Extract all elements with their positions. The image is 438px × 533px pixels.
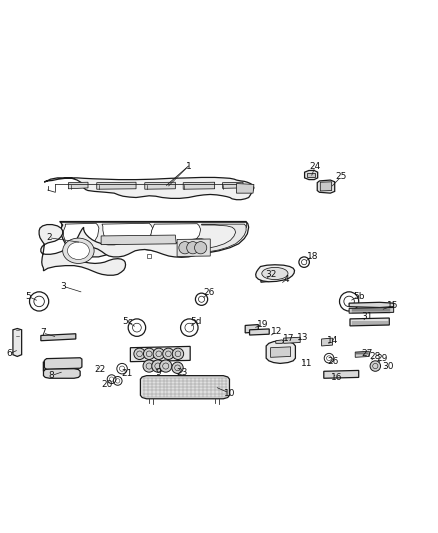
Ellipse shape <box>67 242 89 260</box>
Text: 23: 23 <box>176 368 187 377</box>
Polygon shape <box>145 182 175 189</box>
Polygon shape <box>321 338 332 346</box>
Circle shape <box>187 241 199 254</box>
Text: 29: 29 <box>377 354 388 362</box>
Text: 31: 31 <box>361 312 372 321</box>
Circle shape <box>179 241 191 254</box>
Text: 12: 12 <box>271 327 283 336</box>
Polygon shape <box>64 223 99 249</box>
Text: 25: 25 <box>336 172 347 181</box>
Text: 15: 15 <box>387 301 399 310</box>
Polygon shape <box>324 370 359 378</box>
Polygon shape <box>307 173 315 177</box>
Text: 16: 16 <box>331 373 343 382</box>
Text: 5b: 5b <box>353 292 364 301</box>
Text: 5: 5 <box>25 292 31 301</box>
Circle shape <box>134 348 145 359</box>
Circle shape <box>172 348 184 359</box>
Circle shape <box>159 360 172 372</box>
Ellipse shape <box>63 238 94 263</box>
Text: 17: 17 <box>283 334 295 343</box>
Polygon shape <box>245 325 258 333</box>
Polygon shape <box>13 328 21 357</box>
Circle shape <box>144 348 155 359</box>
Text: 24: 24 <box>309 163 321 172</box>
Text: 4: 4 <box>284 275 290 284</box>
Polygon shape <box>60 222 249 257</box>
Polygon shape <box>151 224 201 248</box>
Text: 28: 28 <box>370 351 381 360</box>
Text: 30: 30 <box>382 361 393 370</box>
Text: 18: 18 <box>307 252 318 261</box>
Polygon shape <box>102 223 152 248</box>
Text: 11: 11 <box>300 359 312 368</box>
Polygon shape <box>355 351 369 357</box>
Text: 27: 27 <box>362 349 373 358</box>
Polygon shape <box>250 329 269 335</box>
Text: 6: 6 <box>7 349 12 358</box>
Text: 10: 10 <box>224 389 235 398</box>
Polygon shape <box>276 340 284 343</box>
Text: 3: 3 <box>60 281 66 290</box>
Polygon shape <box>183 182 215 189</box>
Circle shape <box>152 360 164 372</box>
Text: 2: 2 <box>46 233 52 242</box>
Polygon shape <box>223 182 243 188</box>
Polygon shape <box>39 224 209 275</box>
Polygon shape <box>201 224 246 253</box>
Polygon shape <box>41 334 76 341</box>
Text: 1: 1 <box>186 161 191 171</box>
Text: 14: 14 <box>327 336 338 345</box>
Text: 26: 26 <box>204 288 215 297</box>
Polygon shape <box>131 346 190 362</box>
Text: 8: 8 <box>49 371 54 380</box>
Polygon shape <box>141 376 230 399</box>
Polygon shape <box>68 182 88 189</box>
Polygon shape <box>271 347 290 357</box>
Text: 22: 22 <box>95 366 106 375</box>
Polygon shape <box>44 358 82 369</box>
Polygon shape <box>261 275 270 282</box>
Polygon shape <box>284 337 300 343</box>
Text: 9: 9 <box>156 368 162 377</box>
Polygon shape <box>317 180 335 193</box>
Polygon shape <box>349 302 394 308</box>
Circle shape <box>143 360 155 372</box>
Text: 21: 21 <box>122 368 133 377</box>
Text: 26: 26 <box>328 357 339 366</box>
Text: 13: 13 <box>297 333 309 342</box>
Text: 32: 32 <box>266 270 277 279</box>
Polygon shape <box>43 362 80 378</box>
Circle shape <box>172 362 183 374</box>
Circle shape <box>370 361 381 372</box>
Polygon shape <box>44 177 254 200</box>
Polygon shape <box>101 235 176 245</box>
Text: 19: 19 <box>257 320 268 329</box>
Polygon shape <box>266 341 295 364</box>
Text: 5d: 5d <box>191 318 202 326</box>
Polygon shape <box>350 318 389 326</box>
Ellipse shape <box>262 268 288 280</box>
Text: 5c: 5c <box>122 318 133 326</box>
Circle shape <box>162 348 174 359</box>
Polygon shape <box>256 265 294 282</box>
Polygon shape <box>97 182 136 189</box>
Text: 7: 7 <box>40 328 46 337</box>
Polygon shape <box>320 182 332 191</box>
Polygon shape <box>349 308 394 313</box>
Circle shape <box>194 241 207 254</box>
Text: 20: 20 <box>102 380 113 389</box>
Polygon shape <box>304 171 318 180</box>
Polygon shape <box>237 183 254 193</box>
Polygon shape <box>177 239 210 256</box>
Circle shape <box>153 348 164 359</box>
